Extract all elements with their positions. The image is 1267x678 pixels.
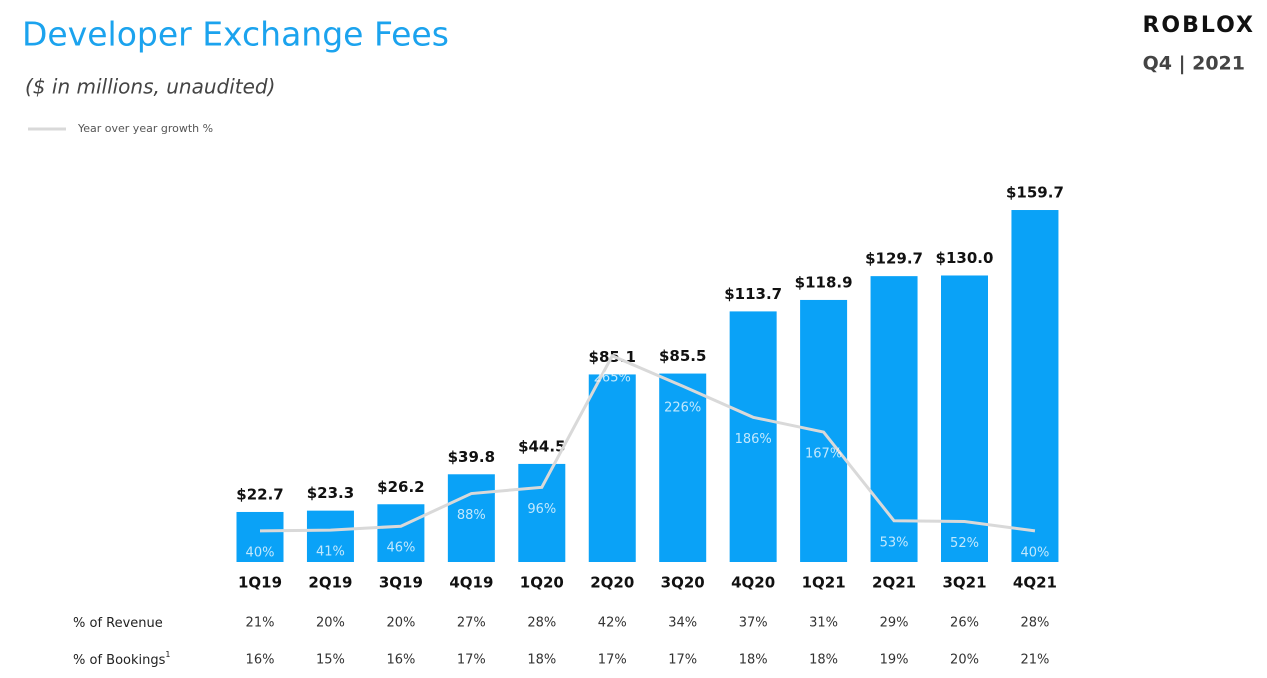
table-cell: 31% bbox=[809, 616, 838, 631]
table-cell: 16% bbox=[386, 653, 415, 668]
growth-label: 226% bbox=[664, 401, 701, 416]
value-label: $39.8 bbox=[448, 448, 495, 466]
table-cell: 18% bbox=[809, 653, 838, 668]
logo: ROBLOX bbox=[1142, 13, 1255, 38]
table-cell: 28% bbox=[527, 616, 556, 631]
row-label: % of Revenue bbox=[73, 616, 163, 631]
table-cell: 29% bbox=[880, 616, 909, 631]
bar bbox=[588, 374, 636, 562]
table-cell: 15% bbox=[316, 653, 345, 668]
growth-line bbox=[259, 353, 1036, 533]
table-cell: 21% bbox=[246, 616, 275, 631]
bar bbox=[729, 311, 777, 562]
x-tick-label: 2Q20 bbox=[590, 574, 634, 592]
growth-label: 96% bbox=[527, 502, 556, 517]
x-tick-label: 2Q21 bbox=[872, 574, 916, 592]
growth-label: 41% bbox=[316, 545, 345, 560]
x-tick-label: 3Q21 bbox=[942, 574, 986, 592]
growth-label: 40% bbox=[1020, 545, 1049, 560]
growth-label: 265% bbox=[594, 370, 631, 385]
growth-label: 46% bbox=[386, 541, 415, 556]
growth-label: 52% bbox=[950, 536, 979, 551]
value-label: $22.7 bbox=[236, 485, 283, 503]
table-cell: 34% bbox=[668, 616, 697, 631]
x-tick-label: 4Q19 bbox=[449, 574, 493, 592]
growth-label: 40% bbox=[246, 545, 275, 560]
bar bbox=[306, 510, 354, 562]
period: Q4 | 2021 bbox=[1143, 53, 1245, 75]
bar bbox=[870, 276, 918, 562]
growth-label: 167% bbox=[805, 447, 842, 462]
table-cell: 17% bbox=[457, 653, 486, 668]
table-cell: 18% bbox=[527, 653, 556, 668]
legend-label: Year over year growth % bbox=[77, 122, 213, 135]
row-label-text: % of Revenue bbox=[73, 616, 163, 631]
bar bbox=[236, 511, 284, 562]
table-cell: 42% bbox=[598, 616, 627, 631]
table-cell: 21% bbox=[1020, 653, 1049, 668]
x-tick-label: 1Q21 bbox=[802, 574, 846, 592]
value-label: $44.5 bbox=[518, 437, 565, 455]
value-label: $130.0 bbox=[936, 249, 994, 267]
subtitle: ($ in millions, unaudited) bbox=[25, 75, 275, 99]
footnote-mark: 1 bbox=[165, 650, 170, 659]
bar bbox=[659, 373, 707, 562]
bar bbox=[518, 463, 566, 562]
table-cell: 27% bbox=[457, 616, 486, 631]
x-tick-label: 3Q19 bbox=[379, 574, 423, 592]
table-cell: 20% bbox=[316, 616, 345, 631]
table-cell: 19% bbox=[880, 653, 909, 668]
row-label: % of Bookings1 bbox=[73, 650, 170, 668]
x-tick-label: 4Q21 bbox=[1013, 574, 1057, 592]
table-cell: 16% bbox=[246, 653, 275, 668]
table-cell: 26% bbox=[950, 616, 979, 631]
growth-label: 53% bbox=[880, 535, 909, 550]
bar bbox=[377, 504, 425, 562]
value-label: $113.7 bbox=[724, 285, 782, 303]
bar bbox=[447, 474, 495, 562]
value-label: $159.7 bbox=[1006, 184, 1064, 202]
title: Developer Exchange Fees bbox=[22, 15, 449, 54]
table-cell: 20% bbox=[950, 653, 979, 668]
table-cell: 20% bbox=[386, 616, 415, 631]
table-cell: 28% bbox=[1020, 616, 1049, 631]
growth-label: 88% bbox=[457, 508, 486, 523]
bar bbox=[1011, 210, 1059, 563]
row-label-text: % of Bookings bbox=[73, 653, 166, 668]
x-tick-label: 1Q19 bbox=[238, 574, 282, 592]
bar bbox=[941, 275, 988, 562]
value-label: $85.5 bbox=[659, 347, 706, 365]
value-label: $23.3 bbox=[307, 484, 354, 502]
growth-label: 186% bbox=[735, 432, 772, 447]
value-label: $26.2 bbox=[377, 478, 424, 496]
x-tick-label: 1Q20 bbox=[520, 574, 564, 592]
x-tick-label: 2Q19 bbox=[308, 574, 352, 592]
table-cell: 37% bbox=[739, 616, 768, 631]
table-cell: 17% bbox=[668, 653, 697, 668]
x-tick-label: 3Q20 bbox=[661, 574, 705, 592]
table-cell: 17% bbox=[598, 653, 627, 668]
value-label: $129.7 bbox=[865, 250, 923, 268]
value-label: $118.9 bbox=[795, 273, 853, 291]
x-tick-label: 4Q20 bbox=[731, 574, 775, 592]
table-cell: 18% bbox=[739, 653, 768, 668]
